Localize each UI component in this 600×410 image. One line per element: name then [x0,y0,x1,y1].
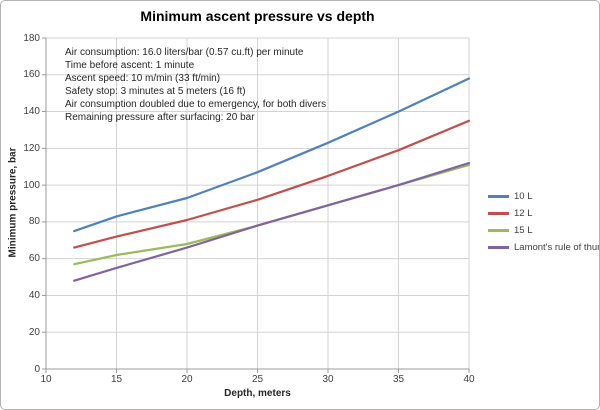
x-tick-label: 20 [181,374,193,385]
legend-line-swatch [488,229,509,232]
y-tick-label: 120 [23,142,40,154]
legend-label: 15 L [514,225,533,236]
x-axis-title: Depth, meters [224,388,291,399]
legend-label: Lamont's rule of thumb [514,242,599,253]
y-tick-label: 100 [23,179,40,191]
y-tick-label: 160 [23,69,40,81]
legend-item: 12 L [488,205,598,222]
legend-line-swatch [488,246,509,249]
series-line [73,77,471,233]
annotation-line: Safety stop: 3 minutes at 5 meters (16 f… [65,86,246,97]
y-axis-title: Minimum pressure, bar [7,147,19,258]
legend-item: 15 L [488,222,598,239]
legend: 10 L 12 L 15 L Lamont's rule of thumb [488,188,599,256]
legend-item: Lamont's rule of thumb [488,239,599,256]
x-tick-label: 25 [251,374,264,385]
x-tick-label: 30 [322,374,334,385]
y-tick-label: 40 [28,289,40,301]
y-tick-label: 140 [23,106,40,118]
series-line [73,161,471,282]
x-tick-label: 40 [463,374,475,385]
x-tick-label: 15 [110,374,123,385]
y-tick-label: 0 [34,363,40,375]
x-tick-label: 10 [40,374,52,385]
y-tick-label: 20 [28,326,40,338]
annotation-line: Time before ascent: 1 minute [65,60,195,71]
legend-line-swatch [488,212,509,215]
annotation-line: Ascent speed: 10 m/min (33 ft/min) [65,73,221,84]
y-tick-label: 60 [28,253,40,265]
series-line [73,119,471,249]
y-tick-label: 180 [23,32,40,44]
chart-title: Minimum ascent pressure vs depth [140,8,375,24]
annotation-line: Air consumption doubled due to emergency… [65,99,327,110]
annotation-block: Air consumption: 16.0 liters/bar (0.57 c… [65,46,395,124]
legend-label: 12 L [514,208,533,219]
y-tick-label: 80 [28,216,40,228]
legend-item: 10 L [488,188,598,205]
legend-label: 10 L [514,191,533,202]
x-tick-label: 35 [392,374,405,385]
annotation-line: Remaining pressure after surfacing: 20 b… [65,112,255,123]
annotation-line: Air consumption: 16.0 liters/bar (0.57 c… [65,47,304,58]
legend-line-swatch [488,195,509,198]
series-line [73,163,471,266]
